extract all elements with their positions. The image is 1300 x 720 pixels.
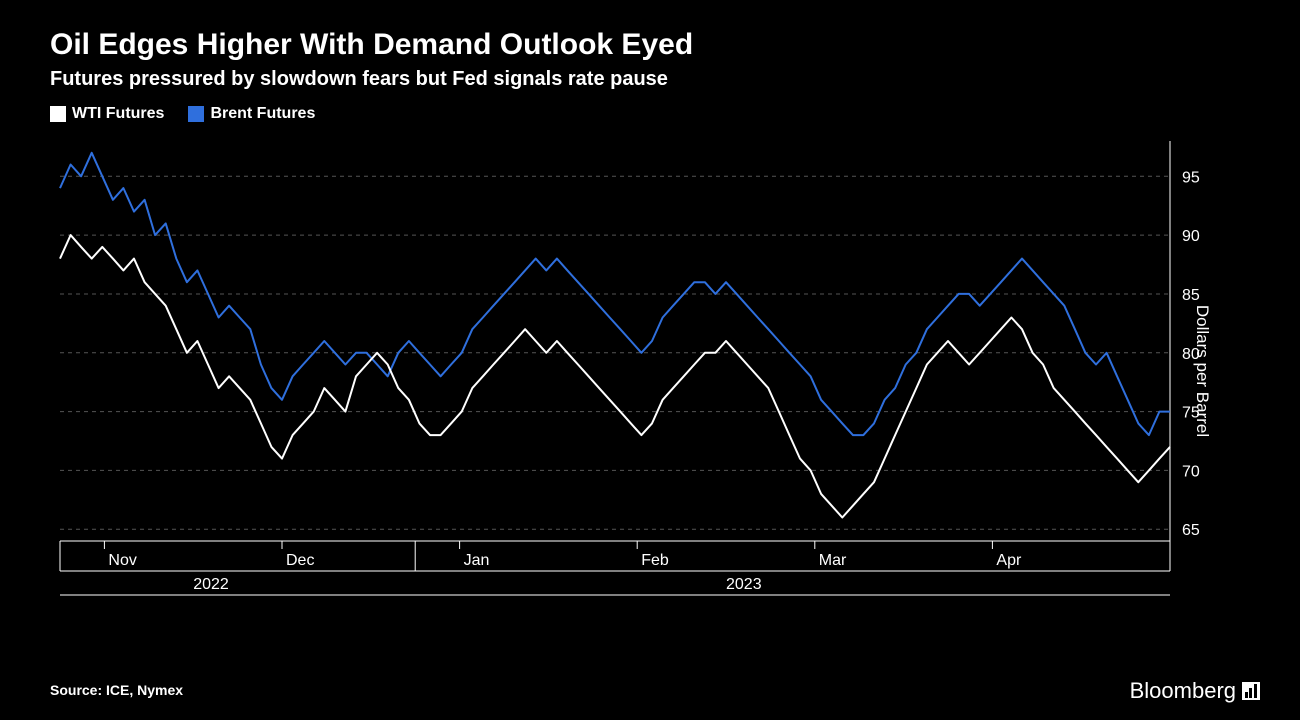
legend-swatch [188,106,204,122]
svg-text:95: 95 [1182,169,1200,186]
legend-label: Brent Futures [210,105,315,123]
svg-text:Nov: Nov [108,552,136,569]
chart-svg: 65707580859095NovDecJanFebMarApr20222023 [50,131,1240,611]
svg-text:Apr: Apr [996,552,1022,569]
chart-title: Oil Edges Higher With Demand Outlook Eye… [50,28,1260,62]
brand-icon [1242,682,1260,700]
svg-text:Jan: Jan [464,552,490,569]
legend-label: WTI Futures [72,105,164,123]
svg-text:85: 85 [1182,287,1200,304]
legend-item-brent: Brent Futures [188,105,315,123]
legend: WTI Futures Brent Futures [50,105,1260,123]
chart-subtitle: Futures pressured by slowdown fears but … [50,68,1260,91]
svg-text:90: 90 [1182,228,1200,245]
svg-text:Dec: Dec [286,552,314,569]
y-axis-label: Dollars per Barrel [1192,305,1212,437]
brand-text: Bloomberg [1130,678,1236,704]
svg-text:2023: 2023 [726,576,762,593]
legend-item-wti: WTI Futures [50,105,164,123]
legend-swatch [50,106,66,122]
chart-area: 65707580859095NovDecJanFebMarApr20222023… [50,131,1240,611]
svg-text:Mar: Mar [819,552,847,569]
source-text: Source: ICE, Nymex [50,682,183,698]
svg-text:70: 70 [1182,463,1200,480]
brand-logo: Bloomberg [1130,678,1260,704]
svg-text:Feb: Feb [641,552,669,569]
svg-text:65: 65 [1182,522,1200,539]
svg-text:2022: 2022 [193,576,229,593]
